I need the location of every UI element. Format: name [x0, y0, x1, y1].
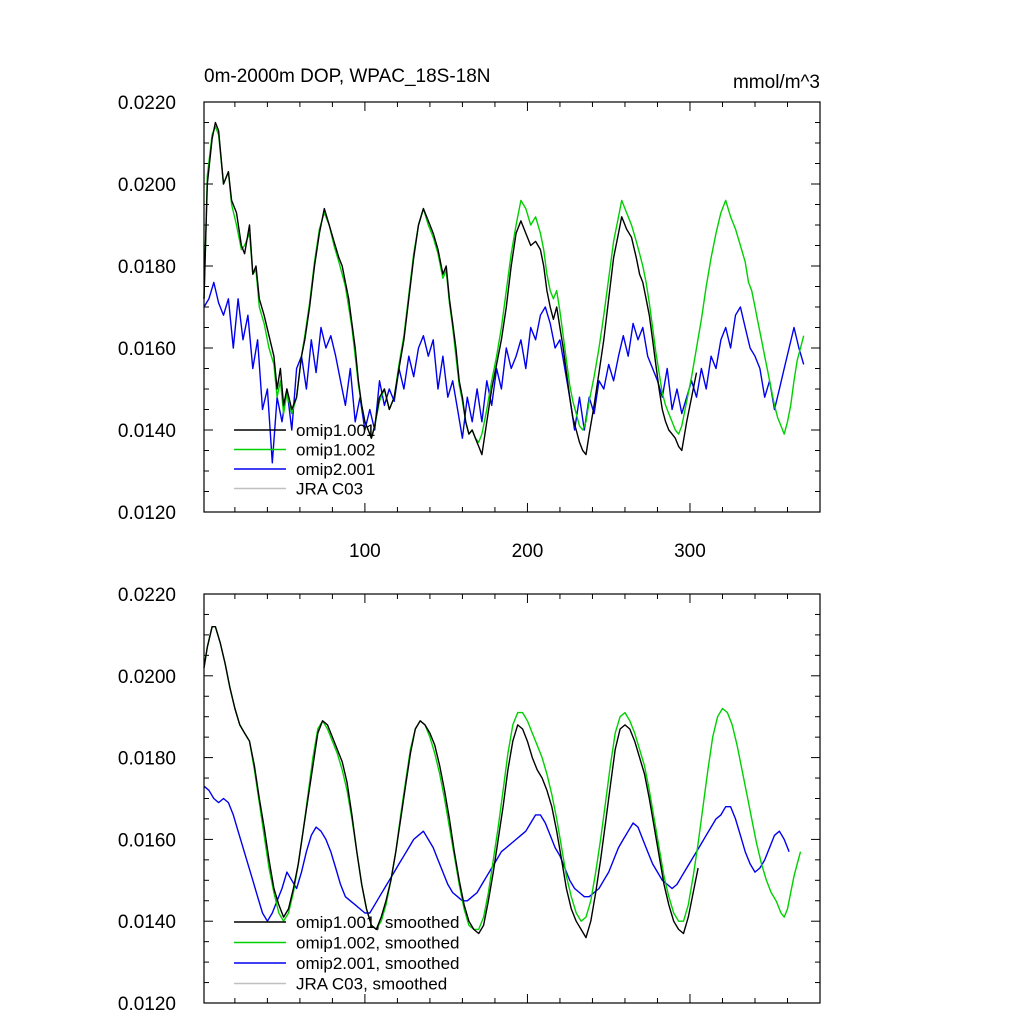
series-line-omip2-001-smoothed: [203, 785, 790, 922]
y-tick-label: 0.0160: [118, 830, 176, 851]
y-tick-label: 0.0180: [118, 257, 176, 278]
x-tick-label: 100: [349, 541, 381, 562]
y-tick-label: 0.0220: [118, 585, 176, 606]
axis-ticks: [204, 593, 821, 1004]
units-label: mmol/m^3: [733, 72, 820, 93]
y-tick-label: 0.0140: [118, 421, 176, 442]
series-line-omip1-001-smoothed: [203, 626, 699, 939]
y-tick-label: 0.0180: [118, 749, 176, 770]
legend-label: JRA C03: [296, 480, 363, 499]
y-tick-label: 0.0200: [118, 667, 176, 688]
y-tick-label: 0.0120: [118, 994, 176, 1015]
legend: omip1.001, smoothed omip1.002, smoothed …: [234, 913, 460, 994]
legend-label: omip1.002, smoothed: [296, 934, 460, 953]
series-line-omip2-001: [203, 281, 805, 464]
axis-ticks: [204, 101, 821, 513]
y-tick-label: 0.0200: [118, 175, 176, 196]
series-lines: [203, 121, 805, 464]
plot-frame: [203, 101, 821, 513]
chart-title: 0m-2000m DOP, WPAC_18S-18N: [204, 66, 491, 87]
legend-label: omip1.002: [296, 441, 375, 460]
legend-label: omip2.001, smoothed: [296, 954, 460, 973]
series-lines: [203, 626, 802, 939]
y-tick-label: 0.0220: [118, 93, 176, 114]
top-panel: 0m-2000m DOP, WPAC_18S-18N mmol/m^3 0.01…: [118, 66, 821, 562]
legend-label: omip1.001: [296, 421, 375, 440]
y-tick-labels: 0.0120 0.0140 0.0160 0.0180 0.0200 0.022…: [118, 585, 176, 1015]
x-tick-labels: 100 200 300: [349, 541, 706, 562]
series-line-omip1-001: [203, 121, 698, 456]
y-tick-label: 0.0160: [118, 339, 176, 360]
bottom-panel: 0.0120 0.0140 0.0160 0.0180 0.0200 0.022…: [118, 585, 821, 1015]
x-tick-label: 200: [512, 541, 544, 562]
y-tick-labels: 0.0120 0.0140 0.0160 0.0180 0.0200 0.022…: [118, 93, 176, 524]
legend-label: JRA C03, smoothed: [296, 975, 447, 994]
y-tick-label: 0.0120: [118, 503, 176, 524]
legend: omip1.001 omip1.002 omip2.001 JRA C03: [234, 421, 375, 499]
y-tick-label: 0.0140: [118, 912, 176, 933]
plot-frame: [203, 593, 821, 1004]
x-tick-label: 300: [674, 541, 706, 562]
legend-label: omip2.001: [296, 460, 375, 479]
legend-label: omip1.001, smoothed: [296, 913, 460, 932]
